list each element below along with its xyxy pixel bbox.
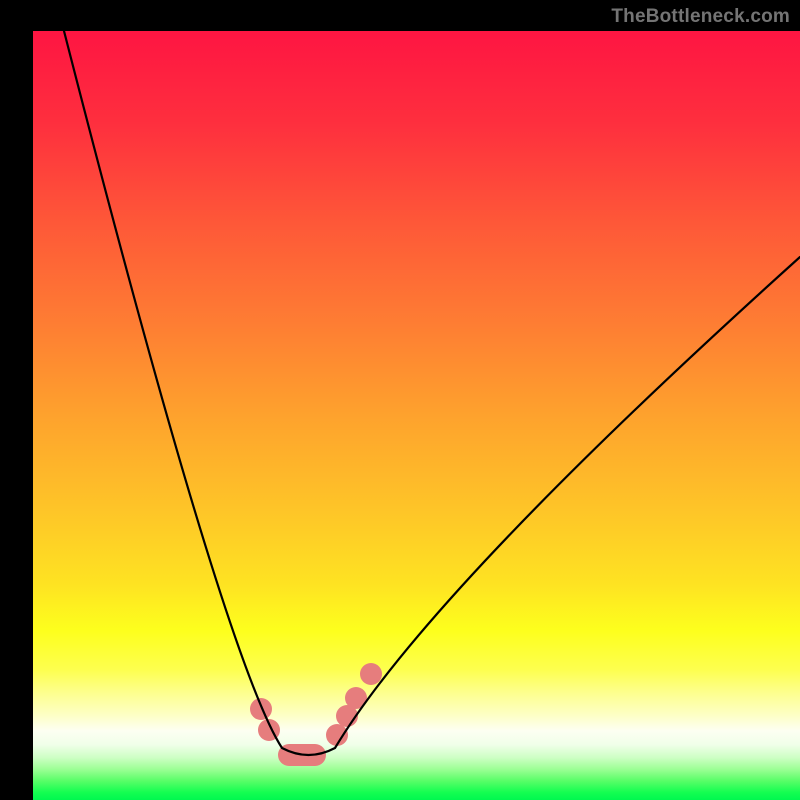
gradient-background — [33, 31, 800, 800]
watermark-text: TheBottleneck.com — [611, 6, 790, 28]
chart-root: TheBottleneck.com — [0, 0, 800, 800]
